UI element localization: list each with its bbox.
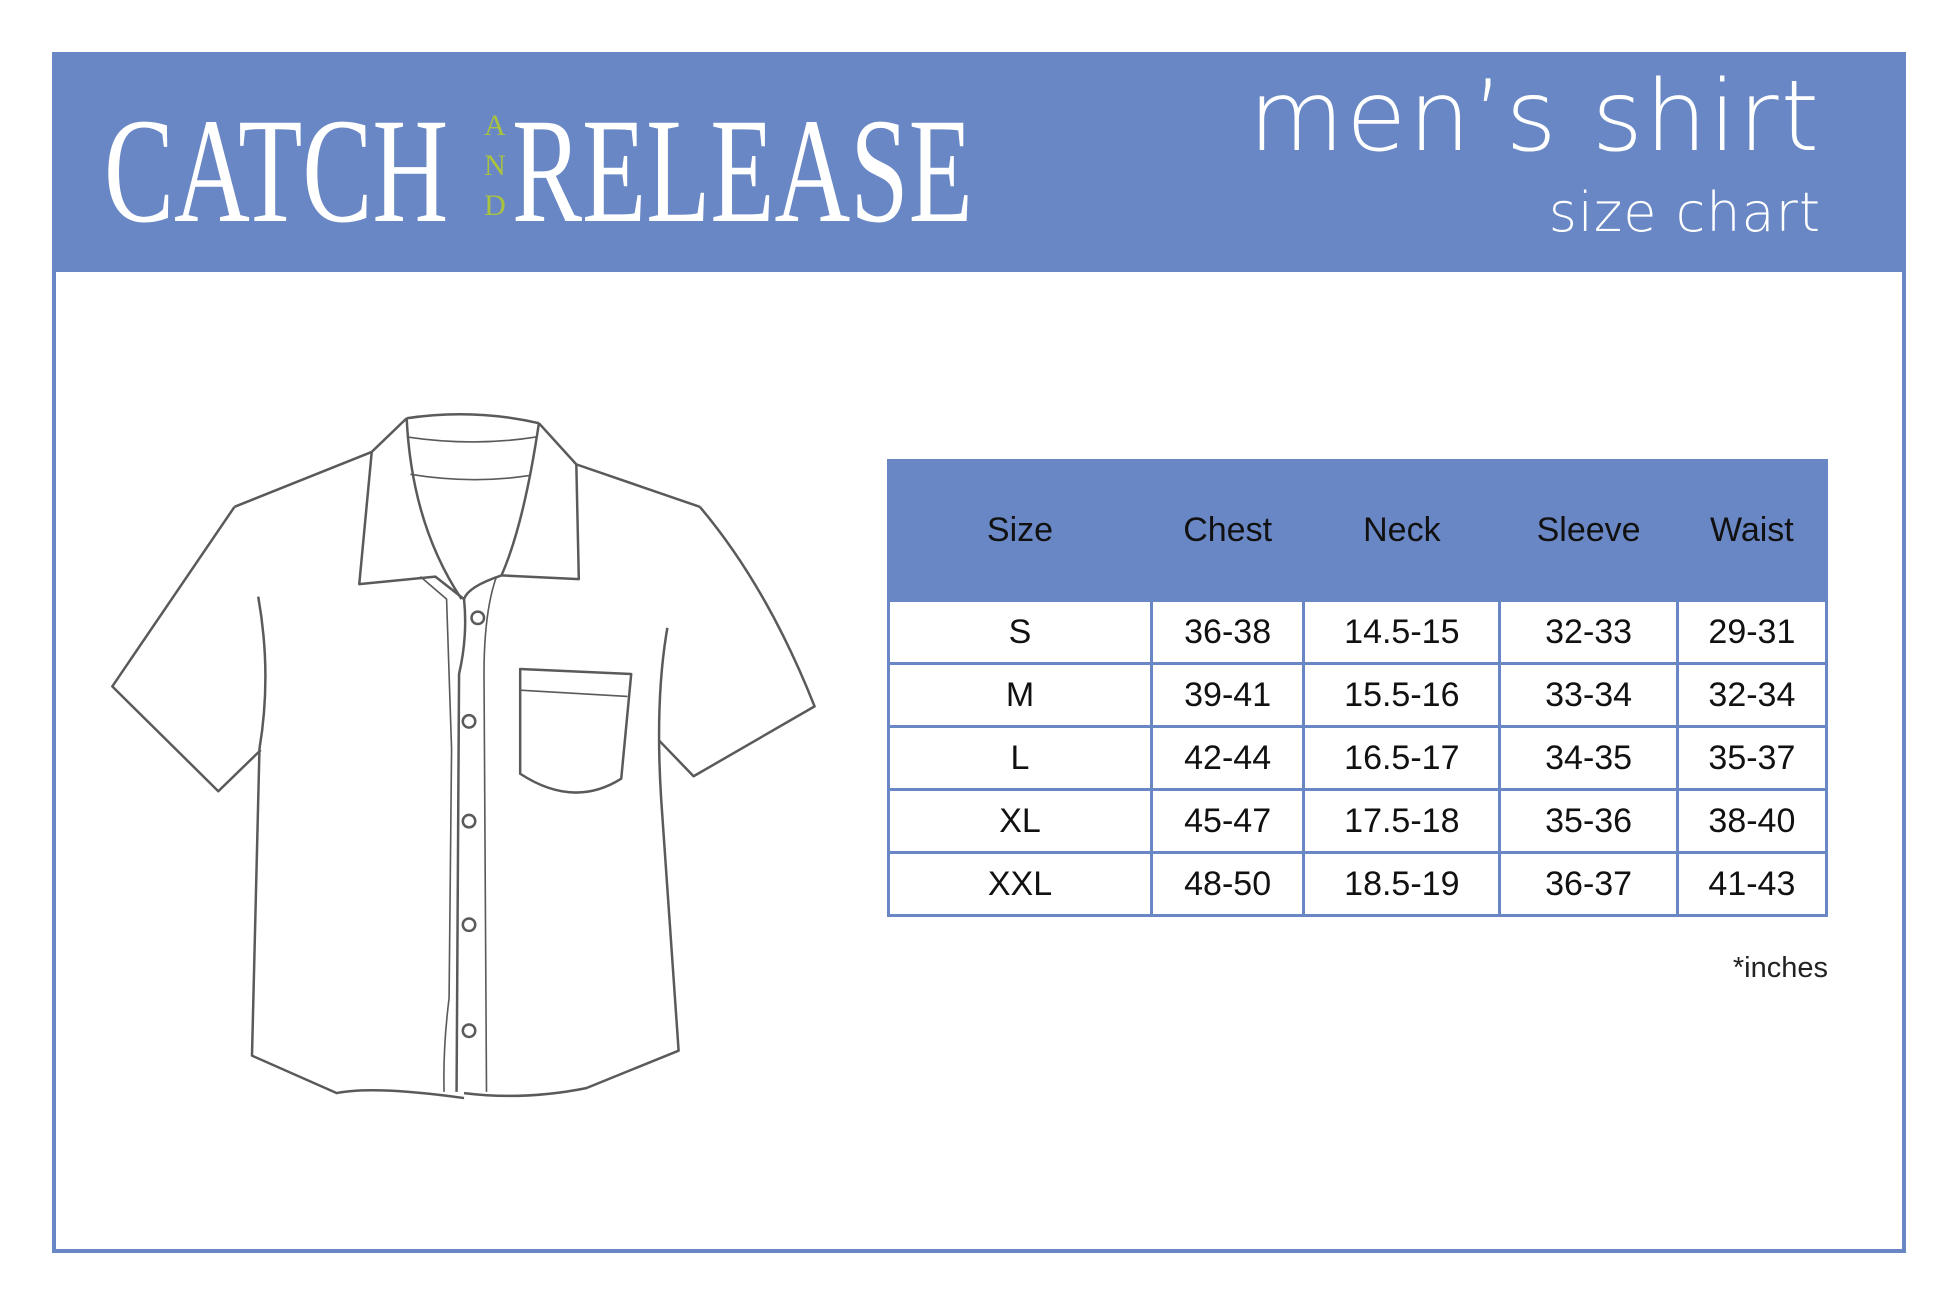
- table-row: XL 45-47 17.5-18 35-36 38-40: [887, 788, 1829, 854]
- table-cell: 32-33: [1498, 599, 1679, 665]
- column-header-size: Size: [887, 459, 1153, 602]
- table-cell: XXL: [887, 851, 1153, 917]
- table-cell: M: [887, 662, 1153, 728]
- table-cell: 34-35: [1498, 725, 1679, 791]
- table-cell: 36-38: [1149, 599, 1306, 665]
- unit-note: *inches: [1732, 952, 1828, 984]
- table-cell: 39-41: [1149, 662, 1306, 728]
- page-subtitle: size chart: [1548, 181, 1821, 244]
- header-banner: [52, 52, 1902, 272]
- table-cell: 41-43: [1675, 851, 1829, 917]
- logo-catch: CATCH: [104, 88, 449, 254]
- table-cell: 42-44: [1149, 725, 1306, 791]
- table-cell: 32-34: [1675, 662, 1829, 728]
- table-cell: 17.5-18: [1302, 788, 1502, 854]
- table-cell: 16.5-17: [1302, 725, 1502, 791]
- table-cell: 14.5-15: [1302, 599, 1502, 665]
- table-cell: S: [887, 599, 1153, 665]
- table-cell: 15.5-16: [1302, 662, 1502, 728]
- table-row: L 42-44 16.5-17 34-35 35-37: [887, 725, 1829, 791]
- table-cell: XL: [887, 788, 1153, 854]
- table-cell: 18.5-19: [1302, 851, 1502, 917]
- column-header-sleeve: Sleeve: [1498, 459, 1679, 602]
- table-row: M 39-41 15.5-16 33-34 32-34: [887, 662, 1829, 728]
- table-cell: 29-31: [1675, 599, 1829, 665]
- table-cell: 36-37: [1498, 851, 1679, 917]
- table-header-row: Size Chest Neck Sleeve Waist: [887, 459, 1829, 602]
- table-cell: 35-36: [1498, 788, 1679, 854]
- logo-and: AND: [484, 109, 506, 222]
- table-cell: 38-40: [1675, 788, 1829, 854]
- page-title: men’s shirt: [1248, 60, 1821, 174]
- table-row: S 36-38 14.5-15 32-33 29-31: [887, 599, 1829, 665]
- column-header-neck: Neck: [1302, 459, 1502, 602]
- table-cell: 33-34: [1498, 662, 1679, 728]
- size-table: Size Chest Neck Sleeve Waist S 36-38 14.5-…: [887, 459, 1829, 917]
- logo-release: RELEASE: [512, 88, 973, 254]
- column-header-chest: Chest: [1149, 459, 1306, 602]
- table-cell: 35-37: [1675, 725, 1829, 791]
- table-cell: L: [887, 725, 1153, 791]
- table-cell: 48-50: [1149, 851, 1306, 917]
- table-row: XXL 48-50 18.5-19 36-37 41-43: [887, 851, 1829, 917]
- column-header-waist: Waist: [1675, 459, 1829, 602]
- table-cell: 45-47: [1149, 788, 1306, 854]
